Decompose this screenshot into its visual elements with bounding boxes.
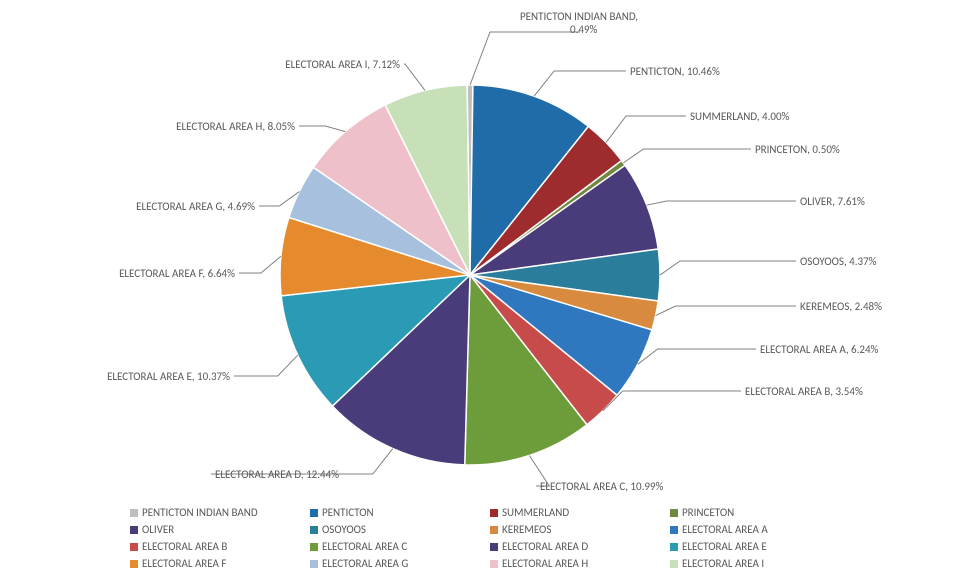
legend-label: ELECTORAL AREA C (322, 540, 407, 553)
legend-swatch (670, 526, 678, 534)
legend-item: PRINCETON (670, 506, 850, 519)
legend-item: ELECTORAL AREA C (310, 540, 490, 553)
legend-swatch (670, 509, 678, 517)
legend-label: ELECTORAL AREA I (682, 557, 764, 570)
legend-item: PENTICTON (310, 506, 490, 519)
pie-chart: PENTICTON INDIAN BAND PENTICTON SUMMERLAND… (0, 0, 960, 575)
legend-label: PENTICTON (322, 506, 374, 519)
legend-swatch (490, 560, 498, 568)
legend-swatch (310, 560, 318, 568)
legend-item: ELECTORAL AREA I (670, 557, 850, 570)
legend-label: ELECTORAL AREA G (322, 557, 408, 570)
leader-line (647, 201, 796, 205)
legend-label: ELECTORAL AREA H (502, 557, 588, 570)
legend-swatch (310, 526, 318, 534)
legend-label: ELECTORAL AREA A (682, 523, 768, 536)
leader-line (529, 455, 549, 486)
leader-line (656, 306, 796, 316)
leader-line (404, 64, 425, 90)
legend-item: ELECTORAL AREA E (670, 540, 850, 553)
legend-item: ELECTORAL AREA D (490, 540, 670, 553)
legend-swatch (130, 543, 138, 551)
legend: PENTICTON INDIAN BAND PENTICTON SUMMERLAND… (130, 506, 850, 570)
legend-swatch (310, 543, 318, 551)
leader-line (660, 261, 796, 275)
legend-label: KEREMEOS (502, 523, 551, 536)
leader-line (470, 32, 580, 85)
legend-item: ELECTORAL AREA F (130, 557, 310, 570)
legend-item: OSOYOOS (310, 523, 490, 536)
leader-line (606, 116, 686, 142)
legend-label: ELECTORAL AREA F (142, 557, 226, 570)
legend-swatch (490, 526, 498, 534)
legend-label: OLIVER (142, 523, 174, 536)
leader-line (623, 149, 751, 163)
leader-line (211, 449, 393, 474)
pie-svg (0, 0, 960, 575)
legend-label: OSOYOOS (322, 523, 366, 536)
legend-item: ELECTORAL AREA B (130, 540, 310, 553)
legend-swatch (130, 526, 138, 534)
legend-item: OLIVER (130, 523, 310, 536)
leader-line (603, 391, 741, 411)
legend-item: ELECTORAL AREA H (490, 557, 670, 570)
legend-swatch (490, 543, 498, 551)
legend-item: KEREMEOS (490, 523, 670, 536)
legend-label: ELECTORAL AREA B (142, 540, 227, 553)
legend-label: ELECTORAL AREA D (502, 540, 588, 553)
legend-swatch (490, 509, 498, 517)
leader-line (638, 349, 756, 364)
legend-item: ELECTORAL AREA A (670, 523, 850, 536)
leader-line (239, 256, 281, 273)
legend-item: ELECTORAL AREA G (310, 557, 490, 570)
legend-label: PENTICTON INDIAN BAND (142, 506, 258, 519)
leader-line (534, 71, 626, 96)
legend-swatch (310, 509, 318, 517)
legend-label: ELECTORAL AREA E (682, 540, 767, 553)
leader-line (234, 355, 298, 376)
legend-swatch (130, 560, 138, 568)
legend-item: SUMMERLAND (490, 506, 670, 519)
legend-swatch (670, 560, 678, 568)
leader-line (299, 126, 345, 132)
legend-swatch (670, 543, 678, 551)
legend-label: PRINCETON (682, 506, 734, 519)
legend-item: PENTICTON INDIAN BAND (130, 506, 310, 519)
legend-swatch (130, 509, 138, 517)
legend-label: SUMMERLAND (502, 506, 569, 519)
